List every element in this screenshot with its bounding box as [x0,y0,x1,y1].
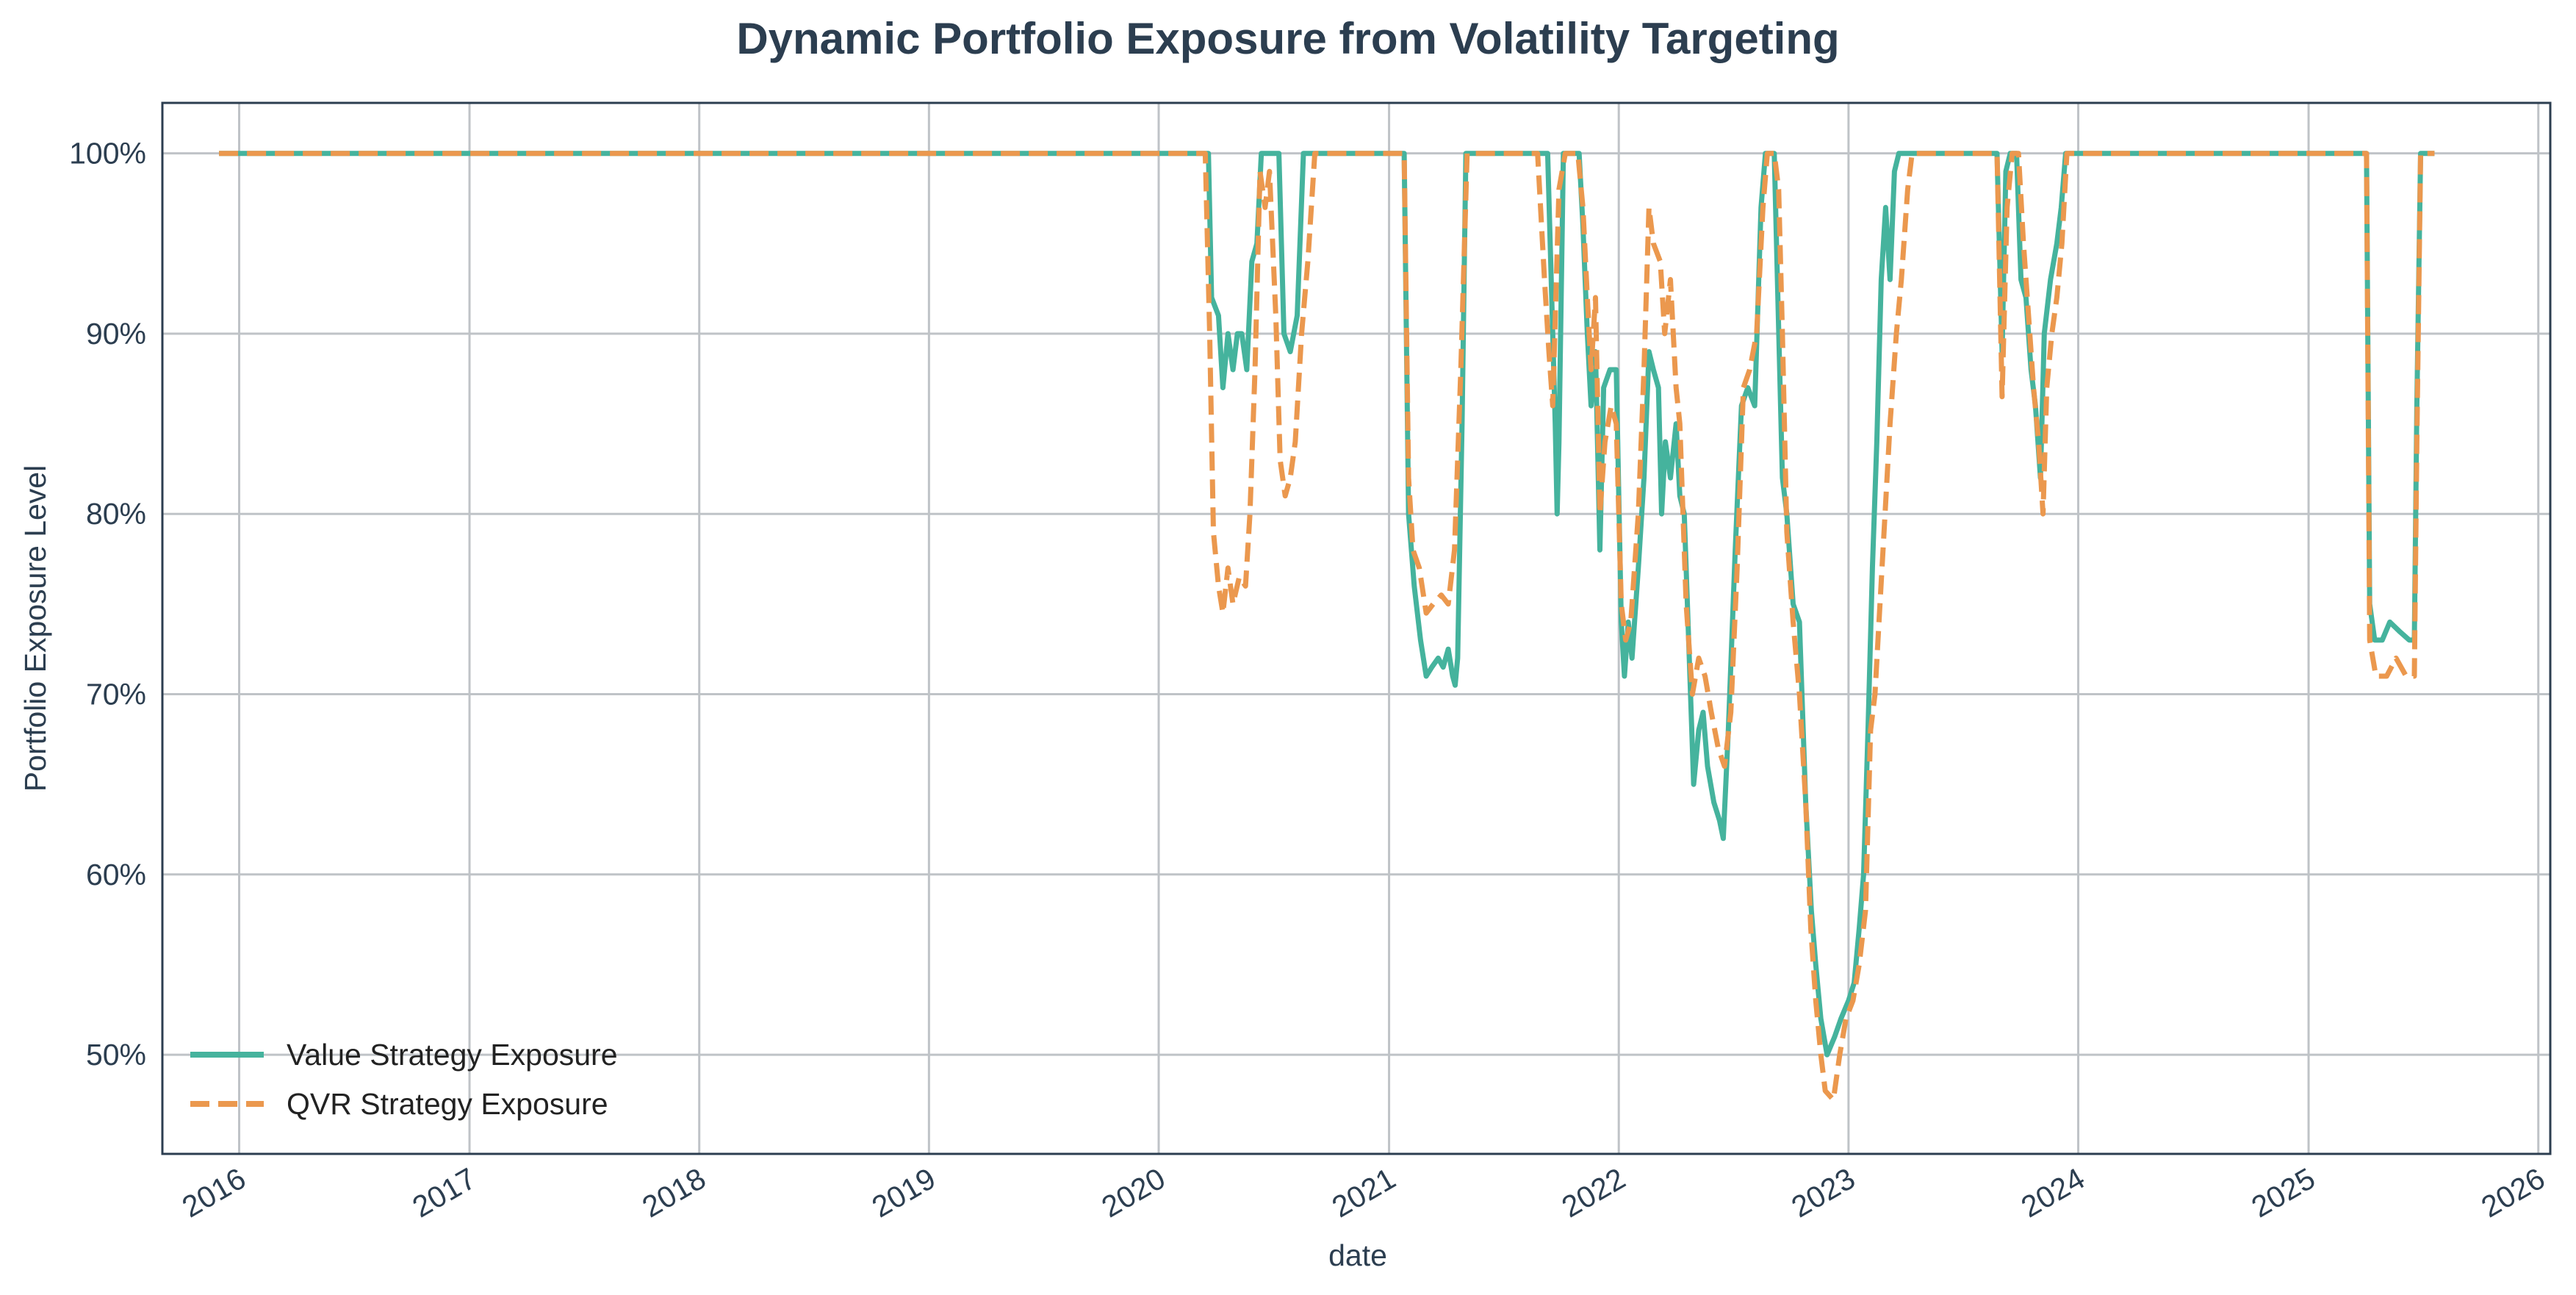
series-lines [219,151,2435,1102]
x-axis-label: date [1328,1238,1387,1272]
series-line-qvr [219,151,2435,1102]
legend-label-value: Value Strategy Exposure [287,1038,618,1072]
grid [162,103,2550,1154]
legend-label-qvr: QVR Strategy Exposure [287,1087,608,1121]
legend: Value Strategy Exposure QVR Strategy Exp… [190,1038,618,1121]
y-tick-label: 90% [86,317,146,351]
y-tick-label: 50% [86,1038,146,1072]
y-tick-label: 100% [69,137,146,171]
y-tick-label: 80% [86,497,146,531]
plot-area-frame [161,101,2552,1155]
chart-title: Dynamic Portfolio Exposure from Volatili… [736,14,1839,63]
y-tick-label: 70% [86,678,146,711]
y-tick-label: 60% [86,858,146,892]
y-axis-label: Portfolio Exposure Level [18,465,52,792]
